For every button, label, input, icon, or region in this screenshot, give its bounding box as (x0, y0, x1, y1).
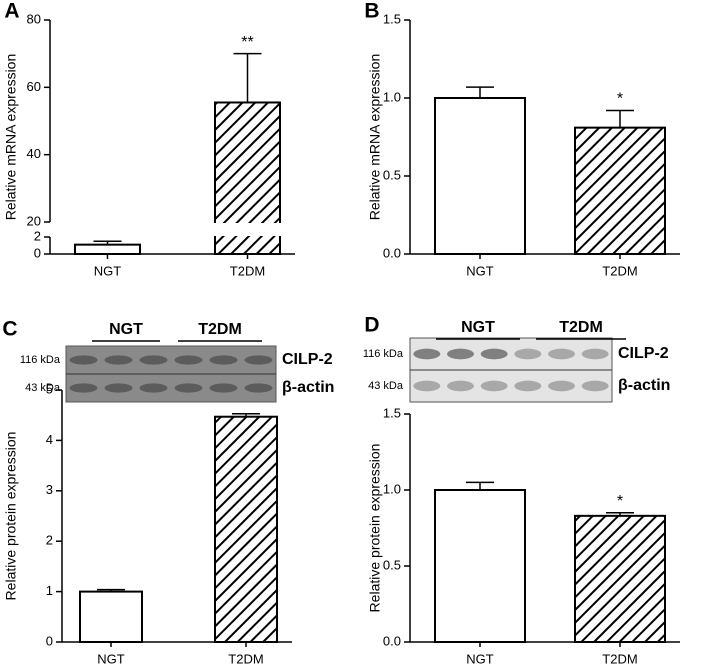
blot-band (244, 355, 273, 365)
significance: * (617, 91, 623, 108)
y-axis-label: Relative mRNA expression (3, 54, 19, 221)
blot-band (69, 383, 98, 393)
significance: ** (241, 34, 253, 51)
blot-band (174, 383, 203, 393)
panel-letter: B (364, 0, 379, 23)
panel: B Relative mRNA expression 0.0 0.5 1.0 1.5 NGT… (364, 0, 680, 278)
bar (79, 590, 143, 643)
x-tick-label: T2DM (602, 651, 637, 666)
bar (74, 243, 141, 255)
x-tick-label: NGT (97, 651, 125, 666)
blot-band (104, 383, 133, 393)
panel-letter: D (364, 314, 379, 337)
blot-band (413, 348, 441, 360)
blot-band (139, 355, 168, 365)
error-bar (232, 412, 260, 417)
blot-group: T2DM (198, 321, 242, 338)
y-tick-label: 1.5 (383, 11, 401, 26)
error-bar (606, 109, 634, 128)
blot-protein: CILP-2 (618, 345, 669, 362)
blot-protein: β-actin (282, 379, 334, 396)
y-tick-label: 4 (46, 432, 53, 447)
blot-band (514, 380, 542, 392)
y-tick-label: 2 (34, 228, 41, 243)
error-bar (233, 52, 262, 103)
bar (574, 514, 666, 644)
blot-band (209, 355, 238, 365)
x-tick-label: NGT (466, 651, 494, 666)
y-tick-label: 1.5 (383, 405, 401, 420)
blot-group: T2DM (559, 319, 603, 336)
y-tick-label: 0.5 (383, 167, 401, 182)
y-tick-label: 0.0 (383, 245, 401, 260)
bar (214, 415, 278, 643)
error-bar (606, 512, 634, 516)
y-tick-label: 2 (46, 533, 53, 548)
y-tick-label: 5 (46, 381, 53, 396)
panel-letter: A (4, 0, 19, 23)
x-tick-label: T2DM (602, 263, 637, 278)
blot-size: 43 kDa (368, 380, 404, 392)
y-tick-label: 60 (27, 79, 41, 94)
y-tick-label: 0.0 (383, 633, 401, 648)
bar (574, 126, 666, 255)
significance: * (617, 493, 623, 510)
bar (434, 97, 526, 255)
y-axis-label: Relative mRNA expression (367, 54, 383, 221)
blot-group: NGT (461, 319, 495, 336)
y-tick-label: 3 (46, 482, 53, 497)
y-tick-label: 1.0 (383, 89, 401, 104)
blot-band (447, 348, 474, 360)
blot-band (104, 355, 133, 365)
blot-band (581, 348, 609, 360)
panel: A Relative mRNA expression 0 220 40 60 80 NGT **… (3, 0, 295, 278)
blot-band (548, 380, 575, 392)
y-tick-label: 80 (27, 11, 41, 26)
y-tick-label: 1 (46, 583, 53, 598)
blot-size: 116 kDa (20, 354, 61, 366)
blot-size: 116 kDa (363, 348, 404, 360)
y-tick-label: 20 (27, 213, 41, 228)
error-bar (466, 86, 494, 98)
bar (434, 489, 526, 643)
blot-band (413, 380, 441, 392)
blot-band (139, 383, 168, 393)
y-axis-label: Relative protein expression (3, 432, 19, 601)
blot-band (548, 348, 575, 360)
blot-band (581, 380, 609, 392)
y-tick-label: 0 (46, 633, 53, 648)
panel: D Relative protein expression 0.0 0.5 1.0 1.5… (363, 314, 680, 666)
error-bar (93, 240, 122, 245)
blot-size: 43 kDa (25, 382, 61, 394)
axis-break-gap (213, 223, 282, 236)
y-tick-label: 0 (34, 245, 41, 260)
panel-letter: C (2, 318, 17, 341)
blot-band (447, 380, 474, 392)
blot-band (209, 383, 238, 393)
error-bar (466, 481, 494, 490)
y-tick-label: 0.5 (383, 557, 401, 572)
blot-band (174, 355, 203, 365)
blot-band (514, 348, 542, 360)
x-tick-label: NGT (466, 263, 494, 278)
blot-band (244, 383, 273, 393)
blot-band (480, 380, 508, 392)
x-tick-label: T2DM (230, 263, 265, 278)
blot-band (480, 348, 508, 360)
x-tick-label: NGT (94, 263, 122, 278)
error-bar (97, 588, 125, 592)
blot-band (69, 355, 98, 365)
y-tick-label: 40 (27, 146, 41, 161)
y-axis-label: Relative protein expression (367, 444, 383, 613)
blot-protein: CILP-2 (282, 351, 333, 368)
blot-protein: β-actin (618, 377, 670, 394)
blot-group: NGT (109, 321, 143, 338)
x-tick-label: T2DM (228, 651, 263, 666)
y-tick-label: 1.0 (383, 481, 401, 496)
